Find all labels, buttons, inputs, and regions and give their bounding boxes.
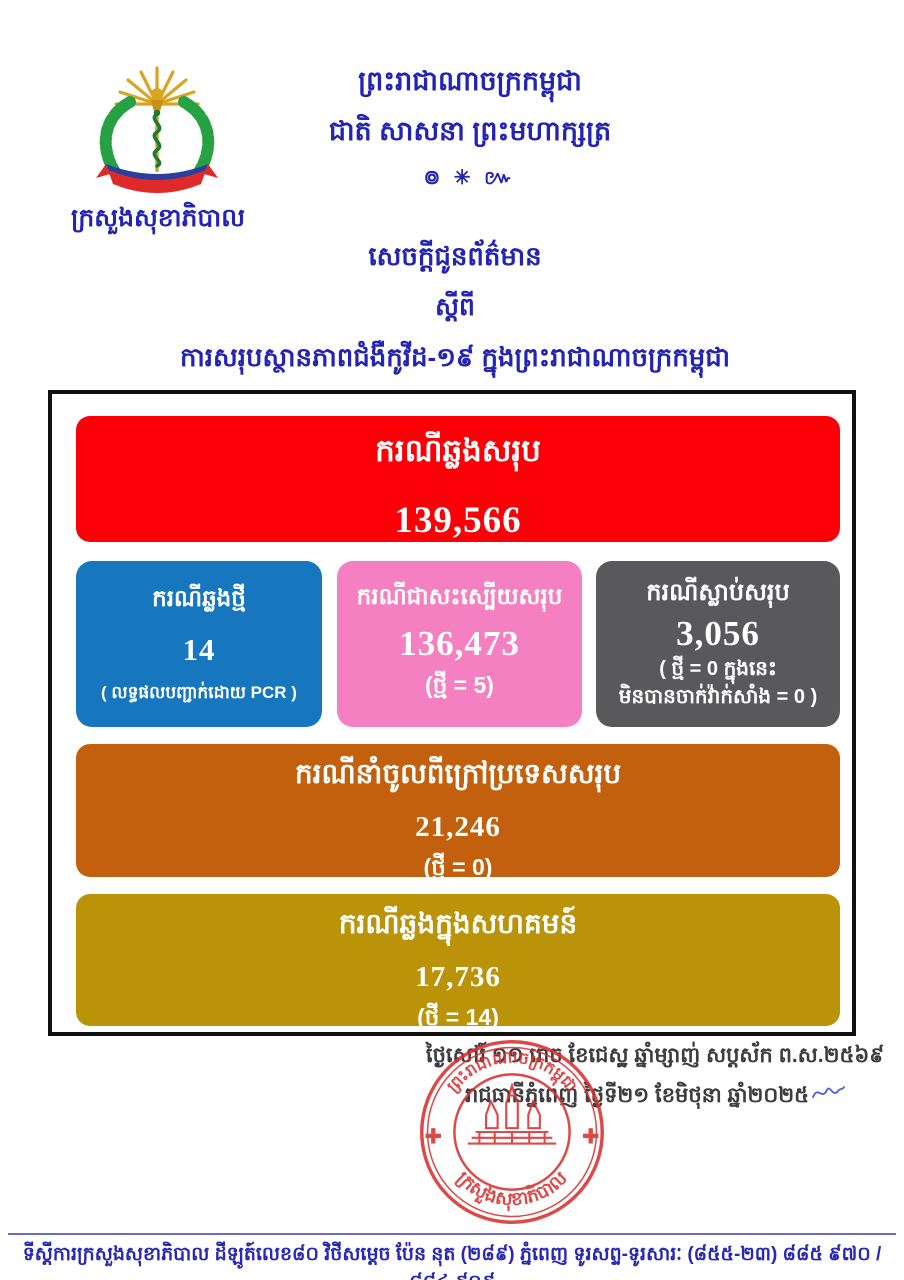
community-cases-card: ករណីឆ្លងក្នុងសហគមន៍ 17,736 (ថ្មី = 14) bbox=[76, 894, 840, 1030]
doc-title-line3: ការសរុបស្ថានភាពជំងឺកូវីដ-១៩ ក្នុងព្រះរាជ… bbox=[180, 342, 730, 372]
deaths-value: 3,056 bbox=[676, 614, 760, 653]
deaths-label: ករណីស្លាប់សរុប bbox=[646, 579, 790, 606]
new-cases-note: ( លទ្ធផលបញ្ជាក់ដោយ PCR ) bbox=[101, 683, 297, 702]
header-ornament: ៙ ✳ ៚ bbox=[423, 167, 517, 189]
signature-initials-icon bbox=[811, 1082, 845, 1110]
imported-value: 21,246 bbox=[415, 811, 501, 843]
total-cases-card: ករណីឆ្លងសរុប 139,566 bbox=[76, 416, 840, 542]
new-cases-value: 14 bbox=[182, 632, 216, 667]
recovered-value: 136,473 bbox=[399, 624, 520, 663]
new-cases-label: ករណីឆ្លងថ្មី bbox=[152, 585, 246, 611]
kingdom-title: ព្រះរាជាណាចក្រកម្ពុជា bbox=[358, 66, 582, 96]
national-motto: ជាតិ សាសនា ព្រះមហាក្សត្រ bbox=[328, 116, 612, 146]
doc-title-line1: សេចក្តីជូនព័ត៌មាន bbox=[368, 241, 542, 271]
total-cases-label: ករណីឆ្លងសរុប bbox=[375, 433, 541, 468]
doc-title-line2: ស្តីពី bbox=[435, 293, 475, 321]
imported-cases-card: ករណីនាំចូលពីក្រៅប្រទេសសរុប 21,246 (ថ្មី … bbox=[76, 744, 840, 880]
recovered-cases-card: ករណីជាសះស្បើយសរុប 136,473 (ថ្មី = 5) bbox=[337, 561, 582, 727]
official-stamp: ព្រះរាជាណាចក្រកម្ពុជា ក្រសួងសុខាភិបាល bbox=[416, 1036, 608, 1233]
ministry-name: ក្រសួងសុខាភិបាល bbox=[70, 204, 246, 232]
new-cases-card: ករណីឆ្លងថ្មី 14 ( លទ្ធផលបញ្ជាក់ដោយ PCR ) bbox=[76, 561, 322, 727]
community-note: (ថ្មី = 14) bbox=[417, 1004, 499, 1030]
recovered-note: (ថ្មី = 5) bbox=[425, 672, 494, 698]
total-cases-value: 139,566 bbox=[394, 500, 522, 541]
recovered-label: ករណីជាសះស្បើយសរុប bbox=[356, 583, 563, 609]
community-value: 17,736 bbox=[415, 961, 501, 993]
royal-header: ព្រះរាជាណាចក្រកម្ពុជា ជាតិ សាសនា ព្រះមហា… bbox=[240, 68, 700, 194]
ministry-of-health-logo bbox=[82, 60, 232, 202]
moh-emblem-icon bbox=[96, 66, 218, 193]
deaths-card: ករណីស្លាប់សរុប 3,056 ( ថ្មី = 0 ក្នុងនេះ… bbox=[596, 561, 840, 727]
statistics-container: ករណីឆ្លងសរុប 139,566 ករណីឆ្លងថ្មី 14 ( ល… bbox=[48, 390, 856, 1036]
deaths-note-line2: មិនបានចាក់វ៉ាក់សាំង = 0 ) bbox=[618, 686, 818, 708]
deaths-note-line1: ( ថ្មី = 0 ក្នុងនេះ bbox=[659, 658, 777, 680]
lunar-date: ថ្ងៃសៅរ៍ ១១ រោច ខែជេស្ឋ ឆ្នាំម្សាញ់ សប្ដ… bbox=[425, 1044, 885, 1067]
community-label: ករណីឆ្លងក្នុងសហគមន៍ bbox=[338, 908, 578, 939]
footer-contact-info: ទីស្តីការក្រសួងសុខាភិបាល ដីឡូត៍លេខ៨០ វិថ… bbox=[22, 1244, 882, 1280]
imported-label: ករណីនាំចូលពីក្រៅប្រទេសសរុប bbox=[294, 758, 622, 789]
stamp-icon: ព្រះរាជាណាចក្រកម្ពុជា ក្រសួងសុខាភិបាល bbox=[420, 1040, 604, 1224]
footer-divider bbox=[8, 1233, 896, 1235]
imported-note: (ថ្មី = 0) bbox=[423, 854, 493, 880]
